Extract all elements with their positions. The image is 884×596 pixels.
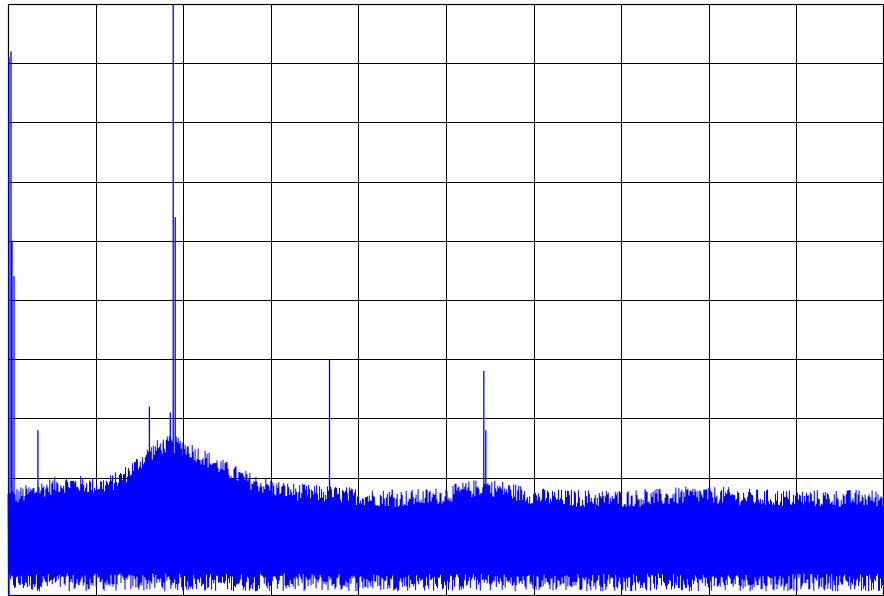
- series-trace: [7, 436, 884, 592]
- series-layer: [7, 4, 884, 596]
